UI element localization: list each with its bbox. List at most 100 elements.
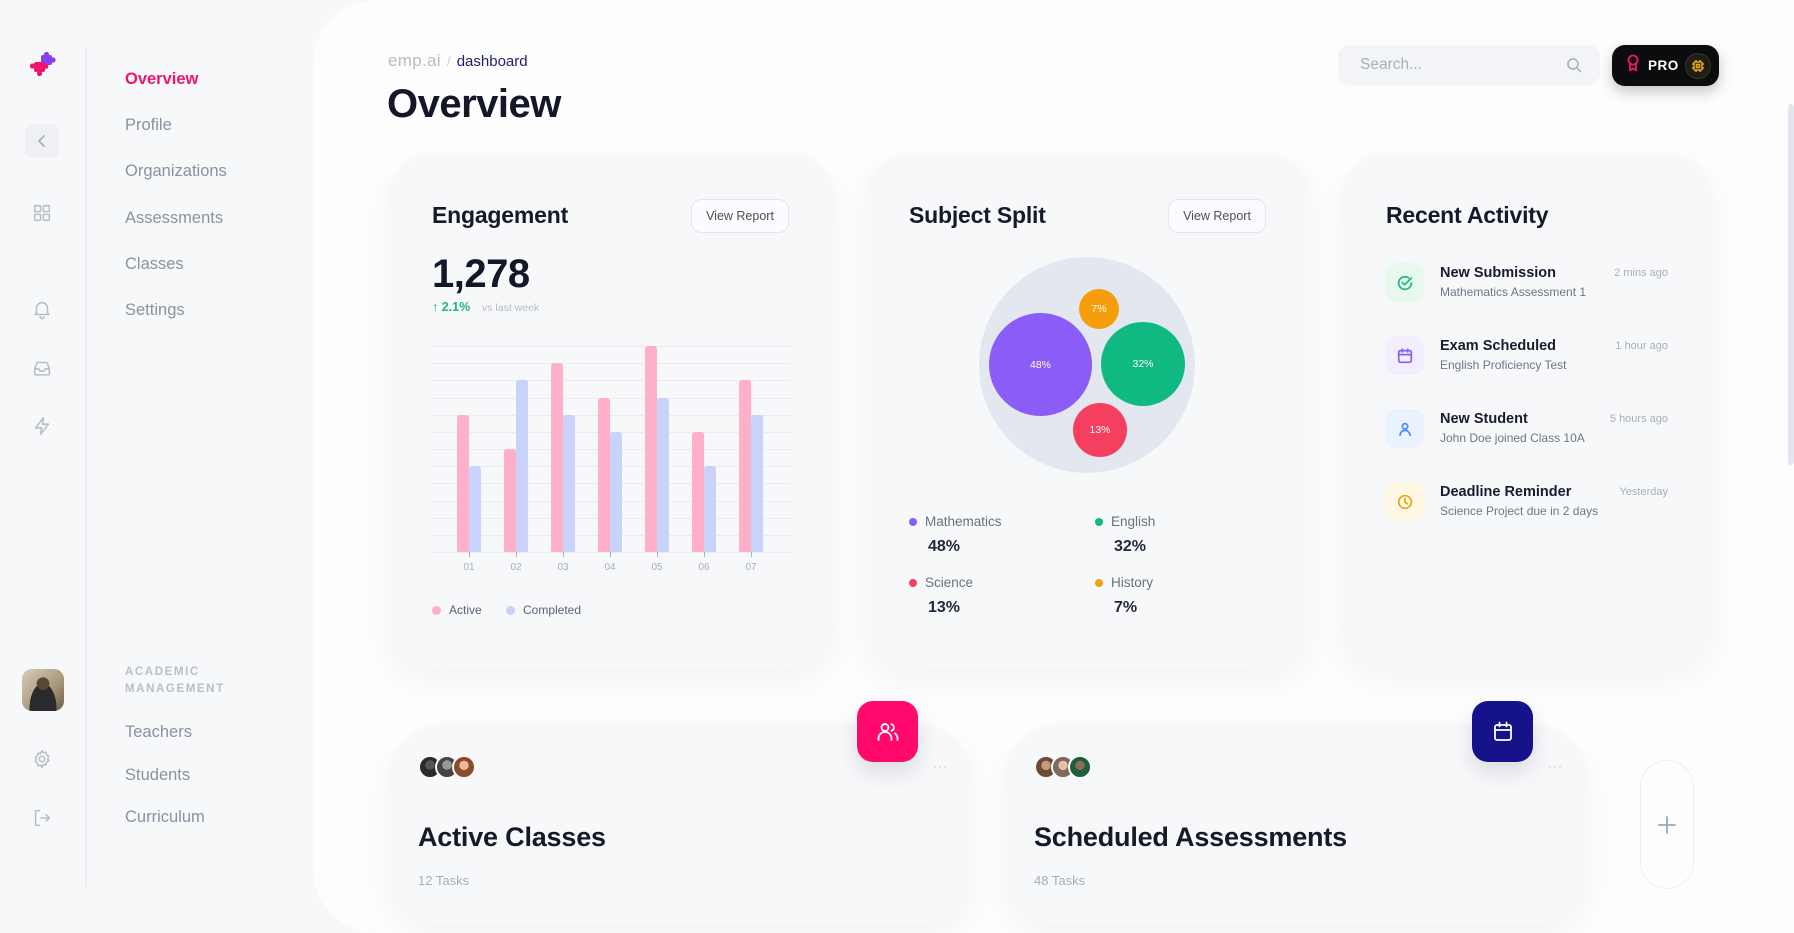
- rail-settings-button[interactable]: [28, 745, 56, 773]
- bar-active-03[interactable]: [551, 363, 563, 552]
- collapse-sidebar-button[interactable]: [25, 124, 59, 158]
- nav-item-teachers[interactable]: Teachers: [125, 723, 192, 741]
- nav-item-organizations[interactable]: Organizations: [125, 162, 227, 180]
- nav-item-curriculum[interactable]: Curriculum: [125, 808, 205, 826]
- mathematics-swatch: [909, 517, 917, 526]
- bubble-english: 32%: [1101, 322, 1185, 406]
- nav-item-students[interactable]: Students: [125, 766, 191, 784]
- science-label: Science: [925, 575, 974, 590]
- legend-science: Science: [909, 575, 973, 590]
- legend-completed: Completed: [506, 603, 581, 617]
- search-box: [1338, 45, 1600, 85]
- scheduled-assessments-title: Scheduled Assessments: [1034, 822, 1347, 852]
- bar-active-07[interactable]: [739, 380, 751, 552]
- engagement-view-report-button[interactable]: View Report: [691, 199, 789, 233]
- active-classes-title: Active Classes: [418, 822, 606, 852]
- scheduled-assessments-more-button[interactable]: ···: [1548, 759, 1563, 773]
- add-card-button[interactable]: [1640, 760, 1694, 889]
- bubble-science: 13%: [1073, 403, 1127, 457]
- chip-icon[interactable]: [1685, 52, 1711, 79]
- search-input[interactable]: [1360, 56, 1566, 74]
- clock-icon: [1397, 494, 1412, 509]
- nav-item-classes[interactable]: Classes: [125, 255, 184, 273]
- nav-item-profile[interactable]: Profile: [125, 116, 172, 134]
- user-icon: [1398, 422, 1411, 436]
- scheduled-assessments-fab[interactable]: [1472, 701, 1533, 762]
- bar-active-06[interactable]: [692, 431, 704, 552]
- activity-subtitle-1: English Proficiency Test: [1440, 358, 1567, 372]
- nav-item-settings[interactable]: Settings: [125, 301, 185, 319]
- user-avatar[interactable]: [22, 669, 64, 711]
- bar-active-02[interactable]: [504, 449, 516, 552]
- activity-time-1: 1 hour ago: [1615, 340, 1668, 352]
- history-swatch: [1095, 578, 1103, 587]
- bar-completed-02[interactable]: [516, 380, 528, 552]
- subject-split-view-report-button[interactable]: View Report: [1168, 199, 1266, 233]
- member-avatar: [1068, 755, 1092, 779]
- activity-time-3: Yesterday: [1619, 486, 1668, 498]
- nav-section-title-line2: MANAGEMENT: [125, 683, 225, 695]
- bar-active-05[interactable]: [645, 346, 657, 552]
- chart-gridline: [432, 346, 790, 347]
- inbox-icon: [33, 361, 51, 376]
- rail-activity-button[interactable]: [28, 412, 56, 440]
- rail-inbox-button[interactable]: [28, 354, 56, 382]
- mathematics-label: Mathematics: [925, 514, 1002, 529]
- pro-badge-button[interactable]: PRO: [1612, 45, 1719, 86]
- chart-gridline: [432, 552, 790, 553]
- breadcrumb-root[interactable]: emp.ai: [388, 51, 441, 70]
- history-value: 7%: [1114, 599, 1138, 616]
- bar-completed-06[interactable]: [704, 466, 716, 552]
- x-axis-label: 03: [557, 562, 569, 573]
- legend-completed-swatch: [506, 605, 515, 615]
- legend-active-swatch: [432, 605, 441, 615]
- activity-icon-student: [1385, 409, 1424, 448]
- legend-history: History: [1095, 575, 1153, 590]
- activity-icon-exam: [1385, 336, 1424, 375]
- nav-item-assessments[interactable]: Assessments: [125, 209, 224, 227]
- x-axis-label: 05: [651, 562, 663, 573]
- bar-active-04[interactable]: [598, 397, 610, 552]
- calendar-icon: [1493, 721, 1512, 741]
- rail-notifications-button[interactable]: [28, 295, 56, 323]
- x-tick: [516, 552, 517, 557]
- bar-completed-05[interactable]: [657, 397, 669, 552]
- bar-completed-04[interactable]: [610, 431, 622, 552]
- activity-title-0[interactable]: New Submission: [1440, 265, 1557, 281]
- mathematics-value: 48%: [928, 538, 961, 555]
- bar-active-01[interactable]: [457, 414, 469, 552]
- activity-title-2[interactable]: New Student: [1440, 411, 1528, 427]
- science-swatch: [909, 578, 917, 587]
- x-axis-label: 02: [510, 562, 522, 573]
- active-classes-subtitle: 12 Tasks: [418, 873, 470, 888]
- recent-activity-title: Recent Activity: [1386, 202, 1549, 228]
- calendar-icon: [1397, 347, 1412, 363]
- nav-item-overview[interactable]: Overview: [125, 70, 199, 88]
- app-logo[interactable]: [28, 50, 58, 80]
- active-classes-more-button[interactable]: ···: [933, 759, 948, 773]
- x-axis-label: 06: [698, 562, 710, 573]
- activity-title-1[interactable]: Exam Scheduled: [1440, 338, 1557, 354]
- rail-dashboard-button[interactable]: [28, 199, 56, 227]
- bar-completed-03[interactable]: [563, 414, 575, 552]
- bubble-mathematics: 48%: [989, 313, 1092, 416]
- legend-mathematics: Mathematics: [909, 514, 1002, 529]
- vertical-scrollbar[interactable]: [1788, 104, 1794, 465]
- active-classes-fab[interactable]: [857, 701, 918, 762]
- legend-english: English: [1095, 514, 1155, 529]
- english-swatch: [1095, 517, 1103, 526]
- rail-logout-button[interactable]: [28, 804, 56, 832]
- legend-active-label: Active: [449, 603, 482, 617]
- engagement-title: Engagement: [432, 202, 569, 228]
- bar-completed-07[interactable]: [751, 414, 763, 552]
- bar-completed-01[interactable]: [469, 466, 481, 552]
- search-icon[interactable]: [1566, 57, 1582, 73]
- engagement-value: 1,278: [432, 252, 530, 296]
- bubble-history: 7%: [1079, 289, 1119, 329]
- x-axis-label: 07: [745, 562, 757, 573]
- engagement-delta-note: vs last week: [482, 302, 540, 314]
- english-value: 32%: [1114, 538, 1147, 555]
- activity-title-3[interactable]: Deadline Reminder: [1440, 484, 1572, 500]
- plus-icon: [1658, 815, 1676, 834]
- x-tick: [657, 552, 658, 557]
